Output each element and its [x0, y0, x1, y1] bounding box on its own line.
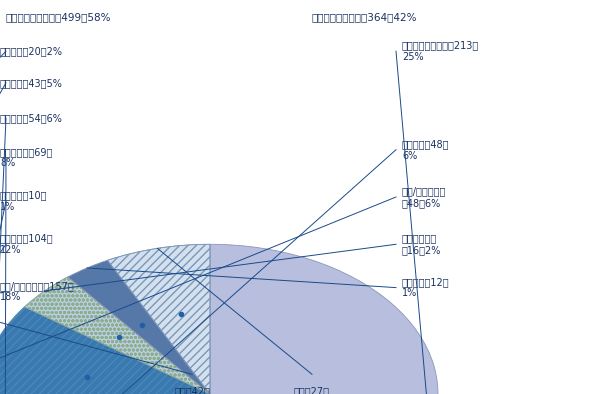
- Wedge shape: [0, 289, 17, 394]
- Text: 原位土壤修復技術（364）42%: 原位土壤修復技術（364）42%: [312, 12, 418, 22]
- Text: 物理分離（20）2%: 物理分離（20）2%: [0, 46, 63, 56]
- Wedge shape: [68, 260, 210, 394]
- Text: 生物修復（48）
6%: 生物修復（48） 6%: [402, 139, 449, 160]
- Text: 生物修復（54）6%: 生物修復（54）6%: [0, 113, 63, 123]
- Text: 土壤蒸汽抽提技術（213）
25%: 土壤蒸汽抽提技術（213） 25%: [402, 41, 479, 62]
- Text: 原地焚燒（43）5%: 原地焚燒（43）5%: [0, 78, 63, 88]
- Text: 固化/穩定化技術（157）
18%: 固化/穩定化技術（157） 18%: [0, 281, 75, 302]
- Text: 化學處理（12）
1%: 化學處理（12） 1%: [402, 277, 449, 298]
- Text: 異地焚燒（104）
12%: 異地焚燒（104） 12%: [0, 234, 53, 255]
- Wedge shape: [25, 277, 210, 394]
- Text: 熱脫附技術（69）
8%: 熱脫附技術（69） 8%: [0, 147, 53, 168]
- Wedge shape: [107, 244, 210, 394]
- Text: 其他（42）
5%: 其他（42） 5%: [174, 386, 210, 394]
- Wedge shape: [94, 244, 438, 394]
- Text: 其他（27）
3%: 其他（27） 3%: [294, 386, 330, 394]
- Text: 異位土壤修復技術（499）58%: 異位土壤修復技術（499）58%: [6, 12, 112, 22]
- Wedge shape: [0, 379, 18, 394]
- Text: 化學處理（10）
1%: 化學處理（10） 1%: [0, 190, 47, 212]
- Wedge shape: [0, 307, 210, 394]
- Text: 固化/穩定化技術
（48）6%: 固化/穩定化技術 （48）6%: [402, 186, 446, 208]
- Text: 土壤淋洗技術
（16）2%: 土壤淋洗技術 （16）2%: [402, 234, 442, 255]
